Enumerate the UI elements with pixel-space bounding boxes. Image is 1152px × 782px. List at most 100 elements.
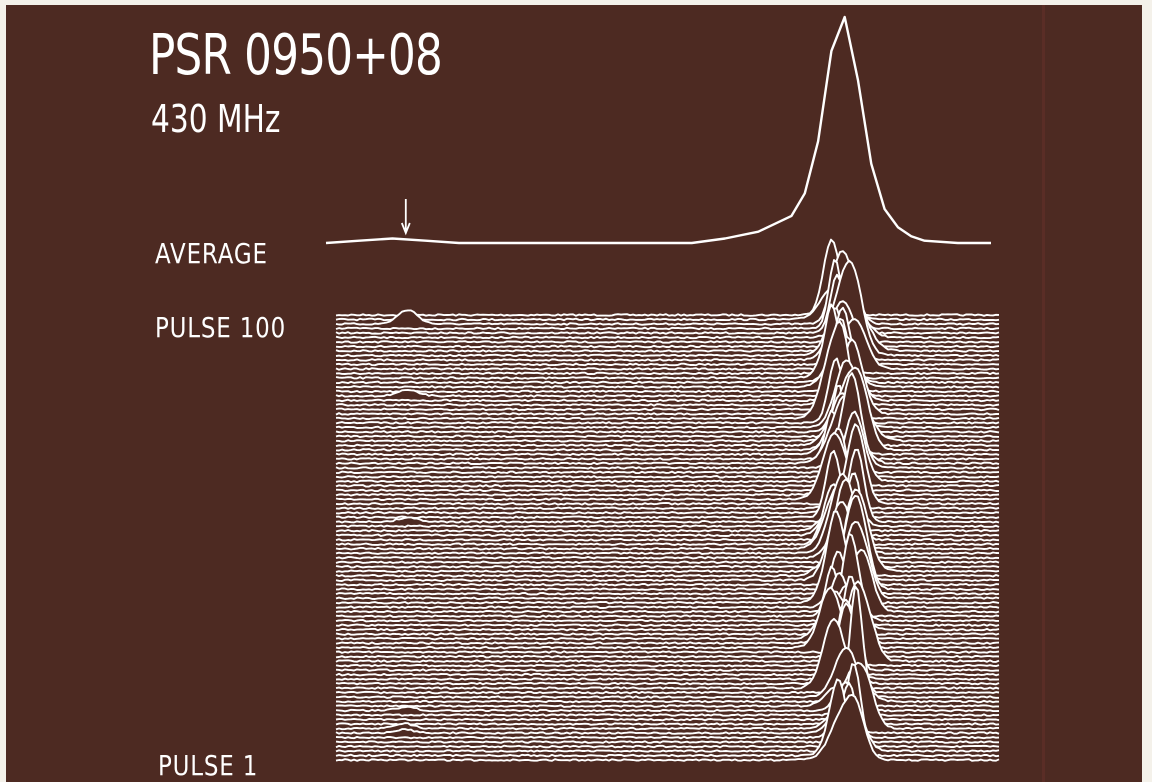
pulse-trace	[335, 590, 1000, 641]
pulse-trace	[335, 606, 1000, 645]
figure-panel: PSR 0950+08 430 MHz AVERAGE PULSE 100 PU…	[6, 5, 1142, 782]
pulse-trace	[335, 689, 1000, 717]
pulse-trace	[335, 532, 999, 623]
pulse-trace	[335, 678, 1000, 758]
pulse-trace	[335, 266, 1000, 322]
pulse-trace	[335, 318, 1000, 371]
pulse-trace	[336, 494, 1000, 591]
pulse-trace	[335, 426, 1000, 479]
pulse-trace	[335, 565, 1000, 618]
pulse-trace	[335, 392, 1000, 457]
pulse-trace	[335, 681, 1000, 749]
pulse-trace	[335, 432, 1000, 502]
pulse-trace	[335, 273, 1000, 335]
pulse-trace	[335, 317, 1000, 344]
pulse-trace	[335, 372, 1000, 470]
interpulse-arrow	[400, 199, 411, 236]
pulse-trace	[335, 300, 1000, 362]
pulse-trace	[335, 584, 1000, 632]
pulse-trace	[335, 672, 1000, 704]
pulse-trace	[335, 438, 1000, 475]
pulse-trace	[335, 238, 1000, 317]
pulse-trace	[335, 646, 999, 699]
pulse-trace	[335, 364, 1000, 407]
pulse-trace	[335, 368, 1000, 394]
pulse-trace	[336, 320, 1000, 421]
pulse-trace	[335, 514, 1000, 564]
pulse-trace	[335, 684, 999, 708]
pulse-trace	[335, 303, 1000, 380]
pulse-trace	[335, 307, 1000, 376]
pulse-trace	[335, 556, 1000, 596]
pulse-trace	[335, 472, 1000, 555]
pulse-trace	[335, 453, 1000, 497]
pulse-trace	[335, 449, 1000, 520]
pulse-trace	[335, 488, 1000, 573]
pulse-trace	[335, 410, 1000, 484]
pulse-bottom-label: PULSE 1	[158, 749, 259, 782]
pulse-trace	[336, 499, 1000, 587]
pulse-trace	[335, 423, 1000, 506]
average-profile	[325, 15, 991, 245]
pulse-trace	[335, 335, 1000, 403]
pulse-trace	[335, 396, 1000, 434]
pulse-trace	[335, 384, 1000, 448]
pulse-trace	[335, 693, 1000, 762]
pulse-trace	[335, 636, 1000, 668]
pulse-stack-plot	[6, 15, 1142, 782]
pulse-trace	[335, 586, 1000, 650]
pulse-trace	[335, 338, 999, 416]
pulse-trace	[335, 259, 1000, 331]
pulse-trace-mask	[336, 694, 999, 782]
average-label: AVERAGE	[155, 237, 268, 270]
pulse-trace	[335, 698, 1000, 735]
pulse-trace	[335, 667, 1000, 726]
pulse-trace	[335, 501, 1000, 582]
pulse-trace	[335, 366, 1000, 452]
pulse-trace	[335, 395, 1000, 466]
pulse-trace	[335, 391, 1000, 443]
pulse-trace	[335, 506, 1000, 533]
pulse-traces	[6, 238, 1142, 782]
pulse-trace	[335, 661, 999, 731]
pulse-trace	[335, 483, 1000, 546]
pulse-top-label: PULSE 100	[155, 311, 287, 344]
pulse-trace	[335, 548, 1000, 614]
baseline-cover	[6, 764, 1142, 782]
pulse-trace	[335, 681, 1000, 740]
pulse-trace	[335, 585, 1000, 695]
pulse-trace	[335, 472, 1000, 542]
pulse-trace	[335, 250, 1000, 326]
pulse-trace	[335, 427, 1000, 493]
pulse-trace	[335, 478, 1000, 569]
pulse-trace	[335, 681, 1000, 722]
pulse-trace	[335, 572, 1000, 627]
pulse-trace	[335, 598, 999, 672]
pulse-trace	[335, 602, 1000, 636]
pulse-trace	[335, 308, 1000, 340]
pulse-trace	[335, 499, 1000, 537]
pulse-trace	[335, 611, 1000, 677]
pulse-trace	[335, 653, 1000, 681]
pulse-trace	[335, 371, 1000, 439]
pulse-trace	[335, 484, 1000, 551]
pulse-trace	[335, 357, 1000, 425]
pulse-trace	[335, 510, 1000, 605]
pulse-trace	[335, 550, 1000, 609]
pulse-trace	[335, 602, 1000, 686]
pulse-trace	[335, 520, 1000, 600]
pulse-trace	[335, 663, 999, 744]
pulse-trace	[335, 547, 1000, 578]
pulse-trace	[335, 480, 1000, 515]
pulse-trace	[335, 512, 1000, 560]
pulse-trace	[335, 617, 1000, 690]
pulse-trace	[335, 359, 1000, 430]
pulse-trace	[335, 690, 1000, 713]
chart-title: PSR 0950+08	[149, 23, 443, 88]
chart-subtitle: 430 MHz	[151, 97, 281, 141]
pulse-trace	[335, 335, 1000, 389]
pulse-trace	[336, 306, 1000, 385]
pulse-trace	[335, 322, 1000, 367]
average-series-line	[325, 15, 991, 245]
pulse-trace	[335, 601, 1000, 659]
